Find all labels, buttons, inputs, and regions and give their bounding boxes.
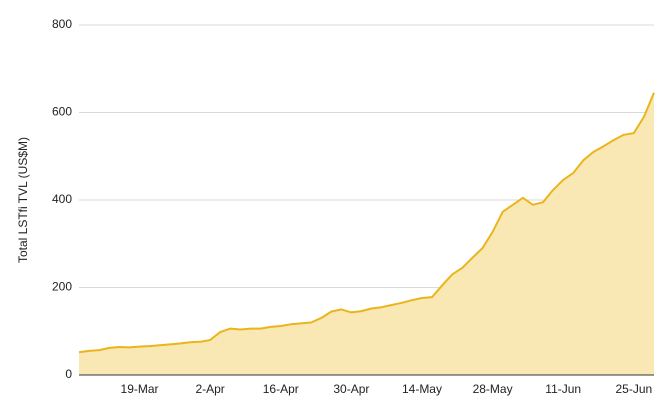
y-tick-label: 400 — [52, 192, 72, 206]
x-tick-label: 25-Jun — [615, 382, 652, 396]
y-tick-label: 800 — [52, 17, 72, 31]
y-tick-label: 200 — [52, 280, 72, 294]
x-tick-label: 28-May — [473, 382, 513, 396]
x-tick-label: 14-May — [402, 382, 442, 396]
x-tick-label: 16-Apr — [263, 382, 299, 396]
x-tick-label: 30-Apr — [333, 382, 369, 396]
line — [78, 92, 655, 354]
x-tick-label: 2-Apr — [195, 382, 224, 396]
x-tick-label: 19-Mar — [121, 382, 159, 396]
y-axis-label: Total LSTfi TVL (US$M) — [16, 137, 30, 263]
area — [79, 92, 654, 376]
x-tick-label: 11-Jun — [545, 382, 581, 396]
y-tick-label: 600 — [52, 105, 72, 119]
y-tick-label: 0 — [65, 367, 72, 381]
